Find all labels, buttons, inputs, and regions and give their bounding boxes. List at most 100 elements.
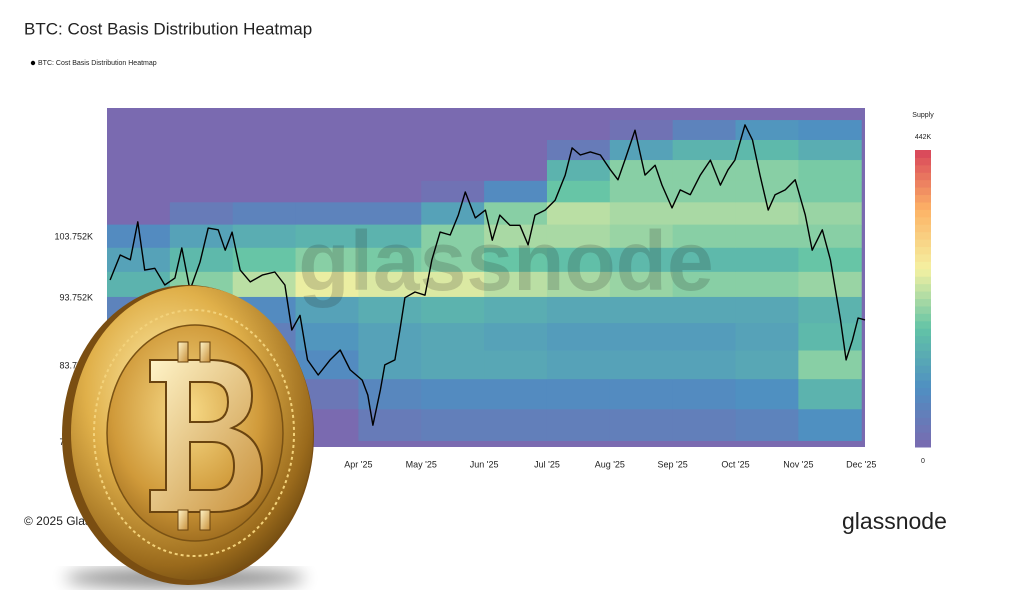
colorbar-segment (915, 372, 931, 381)
heatmap-cell (358, 247, 422, 272)
heatmap-cell (295, 322, 359, 351)
heatmap-cell (798, 224, 862, 248)
bitcoin-symbol (199, 341, 211, 363)
heatmap-cell (421, 159, 485, 181)
heatmap-cell (672, 322, 737, 351)
x-tick-label: Nov '25 (783, 459, 813, 469)
heatmap-cell (672, 296, 737, 324)
colorbar-segment (915, 224, 931, 233)
heatmap-cell (484, 247, 548, 272)
heatmap-cell (107, 201, 171, 225)
heatmap-cell (672, 378, 737, 410)
heatmap-cell (735, 201, 799, 225)
heatmap-cell (421, 349, 485, 380)
heatmap-cell (546, 139, 611, 161)
heatmap-cell (735, 120, 799, 140)
colorbar-segment (915, 179, 931, 188)
heatmap-cell (484, 322, 548, 351)
heatmap-cell (735, 224, 799, 248)
heatmap-cell (232, 120, 297, 140)
y-tick-label: 83.752K (59, 360, 93, 370)
heatmap-cell (232, 180, 297, 203)
heatmap-cell (609, 247, 674, 272)
heatmap-cell (295, 120, 359, 140)
colorbar-segment (915, 283, 931, 292)
heatmap-cell (735, 408, 799, 441)
heatmap-cell (546, 271, 611, 297)
colorbar-segment (915, 157, 931, 166)
colorbar-segment (915, 164, 931, 173)
heatmap-cell (609, 271, 674, 297)
x-tick-label: Apr '25 (344, 459, 372, 469)
heatmap-cell (484, 378, 548, 410)
heatmap-cell (798, 296, 862, 324)
coin (62, 285, 314, 588)
heatmap-cell (484, 120, 548, 140)
heatmap-cell (546, 378, 611, 410)
chart-title: BTC: Cost Basis Distribution Heatmap (24, 19, 312, 38)
heatmap-cell (421, 180, 485, 203)
colorbar-segment (915, 253, 931, 262)
x-tick-label: Dec '25 (846, 459, 876, 469)
heatmap-cell (798, 201, 862, 225)
colorbar-segment (915, 246, 931, 255)
heatmap-cell (798, 120, 862, 140)
heatmap-cell (107, 120, 171, 140)
x-tick-label: Aug '25 (595, 459, 625, 469)
heatmap-cell (107, 224, 171, 248)
x-tick-label: Sep '25 (658, 459, 688, 469)
heatmap-cell (609, 139, 674, 161)
colorbar-segment (915, 201, 931, 210)
heatmap-cell (609, 159, 674, 181)
heatmap-cell (421, 271, 485, 297)
colorbar-segment (915, 291, 931, 299)
heatmap-cell (232, 139, 297, 161)
heatmap-cell (358, 322, 422, 351)
heatmap-cell (421, 120, 485, 140)
colorbar-segment (915, 328, 931, 337)
heatmap-cell (735, 349, 799, 380)
colorbar-segment (915, 216, 931, 225)
heatmap-cell (484, 180, 548, 203)
colorbar-title: Supply (912, 112, 934, 119)
colorbar-segment (915, 432, 931, 441)
heatmap-cell (798, 180, 862, 203)
heatmap-cell (169, 159, 234, 181)
x-tick-label: Jul '25 (534, 459, 560, 469)
bitcoin-symbol (177, 509, 189, 531)
bitcoin-symbol (199, 509, 211, 531)
heatmap-cell (169, 201, 234, 225)
heatmap-cell (609, 224, 674, 248)
heatmap-cell (358, 180, 422, 203)
legend-marker (30, 60, 36, 66)
heatmap-cell (735, 271, 799, 297)
heatmap-cell (358, 296, 422, 324)
heatmap-cell (735, 322, 799, 351)
colorbar-segment (915, 194, 931, 203)
heatmap-cell (358, 224, 422, 248)
heatmap-cell (735, 378, 799, 410)
heatmap-cell (358, 408, 422, 441)
colorbar-segment (915, 276, 931, 285)
x-tick-label: Oct '25 (721, 459, 749, 469)
colorbar-segment (915, 439, 931, 448)
heatmap-cell (546, 349, 611, 380)
colorbar-segment (915, 417, 931, 426)
colorbar-segment (915, 357, 931, 366)
heatmap-cell (609, 180, 674, 203)
bitcoin-symbol (149, 359, 264, 513)
heatmap-cell (546, 159, 611, 181)
x-tick-label: May '25 (406, 459, 437, 469)
heatmap-cell (735, 247, 799, 272)
colorbar-segment (915, 343, 931, 351)
heatmap-cell (484, 139, 548, 161)
heatmap-cell (546, 322, 611, 351)
heatmap-cell (421, 378, 485, 410)
heatmap-cell (672, 271, 737, 297)
heatmap-cell (295, 201, 359, 225)
heatmap-cell (358, 271, 422, 297)
heatmap-cell (421, 322, 485, 351)
colorbar-segment (915, 409, 931, 418)
heatmap-cell (672, 201, 737, 225)
colorbar-segment (915, 380, 931, 389)
